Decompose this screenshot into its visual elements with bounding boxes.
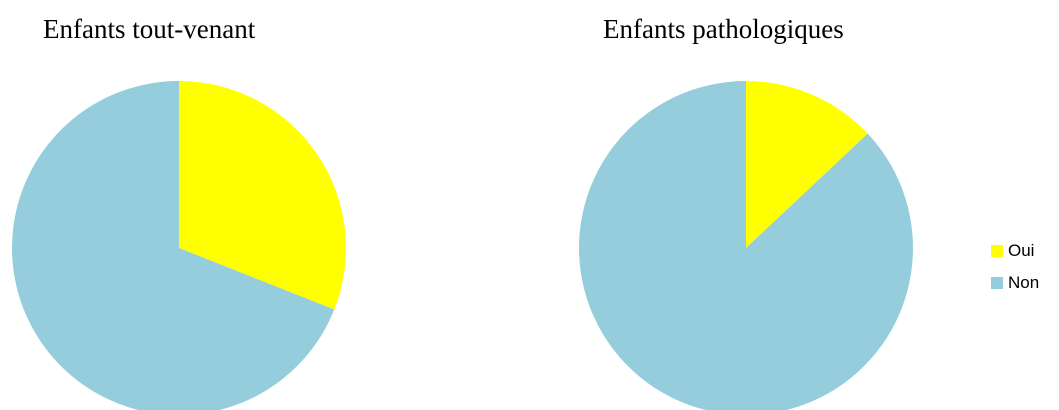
legend-swatch-non — [991, 276, 1003, 289]
legend-swatch-oui — [991, 244, 1003, 257]
legend: Oui Non — [991, 238, 1039, 302]
legend-label-non: Non — [1008, 272, 1040, 292]
legend-item-non: Non — [991, 270, 1039, 295]
legend-label-oui: Oui — [1008, 240, 1035, 260]
legend-item-oui: Oui — [991, 238, 1039, 263]
pie-slice-pathologiques-oui — [746, 81, 868, 248]
pie-slice-pathologiques-non — [579, 81, 913, 410]
chart-title-tout-venant: Enfants tout-venant — [43, 14, 256, 44]
pie-slice-tout-venant-oui — [179, 81, 347, 310]
chart-title-pathologiques: Enfants pathologiques — [603, 14, 844, 44]
pie-slice-tout-venant-non — [12, 81, 335, 410]
